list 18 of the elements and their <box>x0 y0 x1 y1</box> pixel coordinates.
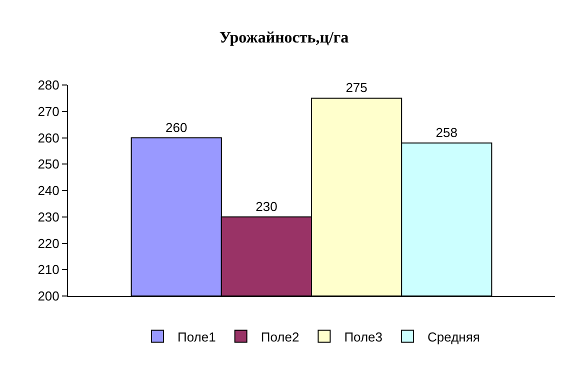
y-tick-label: 230 <box>38 209 60 224</box>
y-tick-label: 280 <box>38 78 60 93</box>
data-label: 258 <box>436 125 458 140</box>
legend-label: Поле1 <box>178 329 216 344</box>
legend-label: Поле3 <box>344 329 383 344</box>
y-tick-label: 220 <box>38 236 60 251</box>
y-tick-label: 270 <box>38 104 60 119</box>
legend-label: Поле2 <box>260 329 300 344</box>
y-tick-label: 240 <box>38 183 60 198</box>
y-tick-label: 250 <box>38 156 60 172</box>
data-label: 275 <box>346 80 368 96</box>
data-label: 230 <box>256 198 278 214</box>
chart-title: Урожайность,ц/га <box>219 29 349 46</box>
legend-label: Средняя <box>428 329 480 344</box>
data-label: 260 <box>166 120 188 135</box>
y-tick-label: 200 <box>38 288 60 304</box>
y-tick-label: 260 <box>38 130 60 146</box>
y-tick-label: 210 <box>38 262 60 278</box>
